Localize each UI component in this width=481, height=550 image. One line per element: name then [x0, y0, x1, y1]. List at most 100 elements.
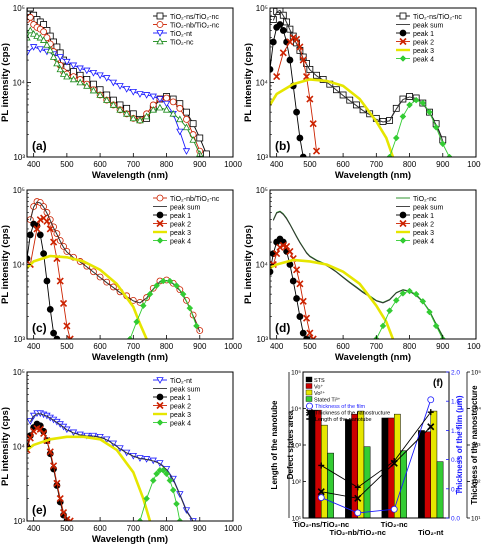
data-point [270, 38, 277, 46]
plot-area [27, 8, 210, 157]
legend-marker [399, 219, 407, 228]
plot-area [270, 210, 447, 339]
plot-frame [26, 371, 234, 522]
data-point [406, 101, 413, 109]
y-tick-label: 10⁴ [256, 79, 269, 88]
data-point [142, 92, 151, 99]
x-axis-label: Wavelength (nm) [92, 170, 168, 181]
y-tick-label: 10⁵ [256, 186, 268, 195]
x-tick-label: 800 [160, 524, 174, 533]
data-point [412, 290, 420, 298]
x-tick-label: 900 [193, 524, 207, 533]
data-point [163, 94, 170, 102]
data-point [46, 448, 54, 456]
legend-marker [305, 408, 314, 417]
series-line [129, 280, 197, 339]
data-point [317, 488, 325, 496]
data-point [143, 495, 150, 502]
data-point [53, 479, 61, 487]
data-point [166, 277, 174, 285]
data-point [63, 72, 71, 80]
data-point [122, 109, 131, 117]
y-tick-label: 10⁵ [13, 368, 25, 377]
legend-label: peak 3 [413, 48, 434, 55]
category-label: TiO₂-nt [418, 528, 444, 537]
data-point [293, 108, 300, 116]
series-line [27, 223, 58, 339]
data-point [293, 35, 301, 43]
legend-marker [399, 55, 407, 62]
panel-label: (c) [32, 321, 47, 335]
legend-marker [399, 37, 407, 46]
data-point [354, 484, 361, 491]
data-point [43, 217, 51, 225]
data-point [36, 33, 44, 41]
data-point [40, 28, 48, 36]
series-line [29, 413, 194, 521]
data-point [76, 78, 84, 86]
data-point [283, 242, 291, 250]
data-point [156, 96, 164, 103]
data-point [142, 112, 151, 120]
data-point [379, 322, 387, 330]
x-axis-label: Wavelength (nm) [335, 352, 411, 363]
series-1 [29, 413, 194, 521]
panel-5: 10¹ 10² 10³ 10⁴ 10⁵ 0.0 0.4 0.8 1.2 1.6 2.0 10¹ 10² 1… [270, 370, 481, 538]
data-point [40, 429, 48, 437]
data-point [109, 79, 118, 87]
x-tick-label: 400 [270, 342, 284, 351]
y-tick-label: 10⁴ [13, 443, 26, 452]
x-tick-label: 500 [60, 524, 74, 533]
series-4 [270, 78, 395, 157]
legend-label: TiO₂-nt [170, 31, 192, 38]
legend-marker [156, 401, 164, 410]
bar [308, 409, 316, 519]
data-point [189, 136, 197, 143]
data-point [83, 67, 91, 75]
legend-marker [399, 237, 407, 244]
data-point [76, 65, 84, 73]
data-point [427, 409, 434, 416]
legend-label: peak 1 [170, 213, 191, 220]
legend-label: TiO₂-nc [413, 196, 437, 203]
y-tick-label: 10³ [256, 335, 268, 344]
legend-label: peak 2 [170, 221, 191, 228]
legend-label: peak 1 [170, 395, 191, 402]
panel-label: (d) [275, 321, 290, 335]
data-point [286, 247, 294, 255]
category-label: TiO₂-ns/TiO₂-nc [293, 520, 349, 529]
x-tick-label: 500 [60, 160, 74, 169]
bar [321, 424, 328, 519]
legend-label: peak 2 [413, 39, 434, 46]
data-point [50, 462, 58, 470]
data-point [46, 225, 54, 233]
data-point [136, 91, 144, 98]
data-point [96, 91, 104, 98]
data-point [129, 114, 138, 122]
legend-label: Vo⁺ [314, 384, 323, 391]
data-point [27, 231, 34, 239]
data-point [352, 101, 360, 109]
legend-label: peak 4 [413, 56, 434, 63]
y3-tick-label: 10² [471, 479, 481, 486]
y-tick-label: 10⁵ [256, 4, 268, 13]
y-tick-label: 10³ [292, 443, 302, 450]
data-point [296, 280, 304, 288]
data-point [153, 282, 160, 290]
y2-axis-label: Thickness of the film (μm) [455, 395, 464, 494]
x-tick-label: 1000 [224, 160, 242, 169]
x-tick-label: 500 [60, 342, 74, 351]
data-point [89, 69, 98, 77]
data-point [203, 150, 210, 157]
data-point [286, 56, 294, 64]
legend-label: peak sum [413, 204, 444, 211]
bar [314, 409, 322, 519]
legend-marker [306, 402, 313, 410]
panel-1: 400 500 600 700 800 900 1000 10³ 10⁴ 10⁵ Wavelengt… [243, 4, 481, 181]
data-point [426, 308, 433, 316]
data-point [27, 255, 31, 263]
data-point [116, 83, 124, 90]
x-tick-label: 500 [303, 160, 317, 169]
y-axis-label: Defect states area [286, 410, 295, 479]
